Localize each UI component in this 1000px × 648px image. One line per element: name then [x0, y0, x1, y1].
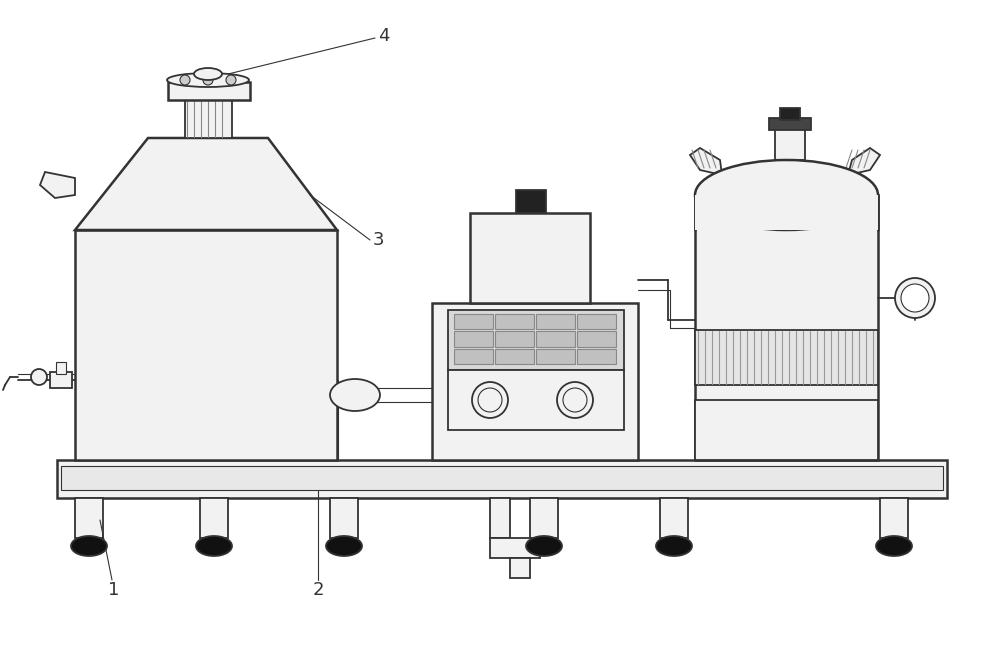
Bar — [880, 498, 908, 538]
Bar — [695, 195, 878, 230]
Ellipse shape — [326, 536, 362, 556]
Ellipse shape — [656, 536, 692, 556]
Bar — [454, 349, 493, 364]
Circle shape — [203, 75, 213, 85]
Ellipse shape — [167, 73, 249, 87]
Circle shape — [557, 382, 593, 418]
Bar — [454, 331, 493, 347]
Bar — [695, 195, 878, 460]
Circle shape — [180, 75, 190, 85]
Ellipse shape — [330, 379, 380, 411]
Bar — [516, 190, 546, 213]
Bar — [57, 460, 947, 498]
Ellipse shape — [695, 160, 878, 230]
Bar — [61, 466, 943, 490]
Bar — [536, 349, 575, 364]
Circle shape — [472, 382, 508, 418]
Circle shape — [31, 369, 47, 385]
Text: 4: 4 — [378, 27, 390, 45]
Bar — [695, 400, 878, 460]
Bar — [495, 314, 534, 329]
Bar — [56, 362, 66, 374]
Bar — [536, 331, 575, 347]
Bar — [695, 330, 878, 385]
Text: 1: 1 — [108, 581, 119, 599]
Bar — [530, 498, 558, 538]
Bar — [330, 498, 358, 538]
Polygon shape — [690, 148, 722, 175]
Bar — [432, 303, 638, 460]
Text: 2: 2 — [313, 581, 324, 599]
Bar — [490, 498, 510, 538]
Bar — [50, 372, 72, 388]
Bar — [660, 498, 688, 538]
Ellipse shape — [876, 536, 912, 556]
Bar — [495, 349, 534, 364]
Bar — [448, 310, 624, 370]
Ellipse shape — [194, 68, 222, 80]
Polygon shape — [75, 138, 337, 230]
Bar — [577, 349, 616, 364]
Bar — [775, 125, 805, 160]
Polygon shape — [40, 172, 75, 198]
Circle shape — [895, 278, 935, 318]
Bar — [185, 100, 232, 138]
Bar — [510, 558, 530, 578]
Bar — [495, 331, 534, 347]
Ellipse shape — [71, 536, 107, 556]
Bar — [448, 370, 624, 430]
Bar — [769, 118, 811, 130]
Ellipse shape — [196, 536, 232, 556]
Bar — [470, 213, 590, 303]
Bar — [454, 314, 493, 329]
Bar — [75, 498, 103, 538]
Bar — [536, 314, 575, 329]
Bar — [577, 314, 616, 329]
Bar — [168, 82, 250, 100]
Circle shape — [901, 284, 929, 312]
Bar — [577, 331, 616, 347]
Polygon shape — [848, 148, 880, 175]
Ellipse shape — [526, 536, 562, 556]
Bar — [75, 230, 337, 460]
Bar — [200, 498, 228, 538]
Bar — [780, 108, 800, 120]
Text: 3: 3 — [373, 231, 384, 249]
Circle shape — [226, 75, 236, 85]
Bar — [490, 538, 540, 558]
